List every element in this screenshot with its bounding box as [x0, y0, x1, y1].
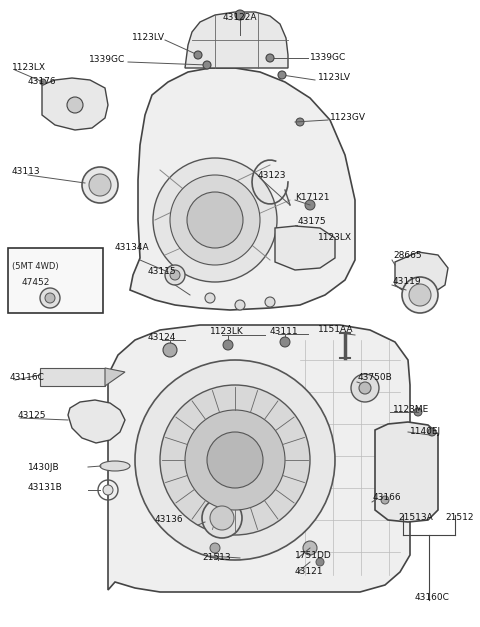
Circle shape	[278, 71, 286, 79]
Text: 1123LV: 1123LV	[132, 33, 165, 43]
Text: 1123GV: 1123GV	[330, 113, 366, 122]
Text: 1140EJ: 1140EJ	[410, 428, 441, 436]
Text: 43166: 43166	[373, 493, 402, 502]
Circle shape	[165, 265, 185, 285]
Text: 1123LV: 1123LV	[318, 73, 351, 83]
Text: 43115: 43115	[148, 268, 177, 277]
Text: 1123LK: 1123LK	[210, 327, 244, 337]
Circle shape	[103, 485, 113, 495]
Bar	[40, 368, 105, 386]
Text: 21513: 21513	[202, 554, 230, 562]
Circle shape	[265, 297, 275, 307]
Circle shape	[185, 410, 285, 510]
Circle shape	[359, 382, 371, 394]
Bar	[8, 248, 103, 313]
Text: 43175: 43175	[298, 218, 326, 226]
Text: K17121: K17121	[295, 194, 329, 203]
Circle shape	[428, 428, 436, 436]
Text: 43750B: 43750B	[358, 374, 393, 382]
Polygon shape	[108, 325, 410, 592]
Text: 43119: 43119	[393, 278, 421, 287]
Polygon shape	[275, 226, 335, 270]
Text: 1123LX: 1123LX	[318, 233, 352, 243]
Text: 43176: 43176	[28, 78, 57, 87]
Circle shape	[351, 374, 379, 402]
Circle shape	[305, 200, 315, 210]
Circle shape	[202, 498, 242, 538]
Circle shape	[205, 293, 215, 303]
Circle shape	[89, 174, 111, 196]
Circle shape	[409, 284, 431, 306]
Text: 1430JB: 1430JB	[28, 463, 60, 473]
Text: 21513A: 21513A	[398, 514, 433, 522]
Circle shape	[210, 506, 234, 530]
Circle shape	[45, 293, 55, 303]
Circle shape	[160, 385, 310, 535]
Text: 43121: 43121	[295, 567, 324, 576]
Circle shape	[381, 496, 389, 504]
Circle shape	[235, 10, 245, 20]
Circle shape	[163, 343, 177, 357]
Circle shape	[266, 54, 274, 62]
Polygon shape	[375, 422, 438, 522]
Circle shape	[223, 340, 233, 350]
Text: 43113: 43113	[12, 167, 41, 176]
Text: 1151AA: 1151AA	[318, 325, 353, 334]
Polygon shape	[395, 252, 448, 295]
Text: 43136: 43136	[155, 515, 184, 525]
Polygon shape	[130, 68, 355, 310]
Text: 28665: 28665	[393, 251, 421, 260]
Text: 43123: 43123	[258, 171, 287, 179]
Text: 43111: 43111	[270, 327, 299, 337]
Text: 43116C: 43116C	[10, 374, 45, 382]
Circle shape	[40, 288, 60, 308]
Text: 43160C: 43160C	[415, 594, 450, 603]
Text: 43122A: 43122A	[223, 14, 257, 23]
Circle shape	[207, 432, 263, 488]
Circle shape	[402, 277, 438, 313]
Circle shape	[194, 51, 202, 59]
Circle shape	[170, 175, 260, 265]
Text: 43124: 43124	[148, 334, 176, 342]
Text: 1339GC: 1339GC	[89, 56, 125, 65]
Ellipse shape	[100, 461, 130, 471]
Text: 1123ME: 1123ME	[393, 406, 429, 414]
Text: 1339GC: 1339GC	[310, 53, 346, 61]
Text: 43131B: 43131B	[28, 483, 63, 492]
Circle shape	[414, 408, 422, 416]
Text: 43125: 43125	[18, 411, 47, 419]
Circle shape	[135, 360, 335, 560]
Text: (5MT 4WD): (5MT 4WD)	[12, 262, 59, 271]
Circle shape	[316, 558, 324, 566]
Circle shape	[40, 79, 46, 85]
Text: 1123LX: 1123LX	[12, 63, 46, 73]
Polygon shape	[185, 12, 288, 68]
Circle shape	[187, 192, 243, 248]
Circle shape	[153, 158, 277, 282]
Circle shape	[67, 97, 83, 113]
Circle shape	[82, 167, 118, 203]
Polygon shape	[105, 368, 125, 386]
Circle shape	[280, 337, 290, 347]
Circle shape	[203, 61, 211, 69]
Circle shape	[296, 118, 304, 126]
Circle shape	[210, 543, 220, 553]
Text: 21512: 21512	[445, 514, 473, 522]
Text: 43134A: 43134A	[115, 243, 150, 253]
Circle shape	[235, 300, 245, 310]
Circle shape	[303, 541, 317, 555]
Circle shape	[170, 270, 180, 280]
Polygon shape	[68, 400, 125, 443]
Text: 47452: 47452	[22, 278, 50, 287]
Text: 1751DD: 1751DD	[295, 551, 332, 559]
Polygon shape	[42, 78, 108, 130]
